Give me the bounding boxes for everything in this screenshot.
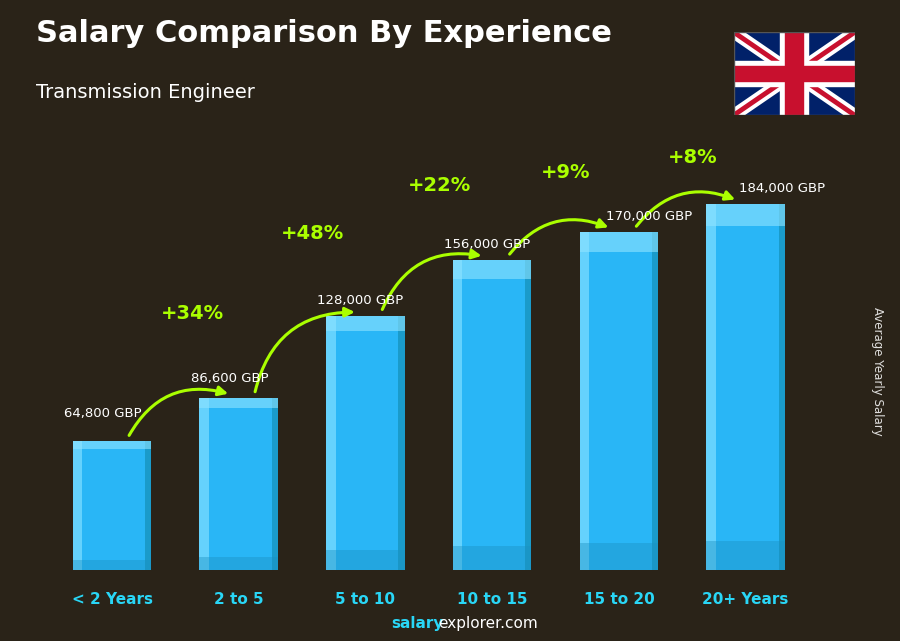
Bar [200,398,278,408]
Bar [326,315,405,570]
Text: 10 to 15: 10 to 15 [457,592,527,608]
Bar [399,315,405,570]
Bar [326,315,336,570]
Bar [326,550,405,570]
Bar [200,398,278,570]
Bar [780,32,808,115]
Bar [778,204,785,570]
Bar [453,545,532,570]
Bar [73,560,151,570]
Bar [706,204,785,570]
Bar [73,442,82,570]
Bar [580,232,590,570]
Text: 170,000 GBP: 170,000 GBP [607,210,692,223]
Text: +8%: +8% [668,148,717,167]
Bar [652,232,658,570]
Text: 5 to 10: 5 to 10 [336,592,395,608]
Text: 156,000 GBP: 156,000 GBP [444,238,530,251]
Bar [580,232,658,253]
Text: < 2 Years: < 2 Years [71,592,152,608]
Bar [580,232,658,570]
Bar [734,62,855,87]
Text: Salary Comparison By Experience: Salary Comparison By Experience [36,19,612,48]
Bar [326,315,405,331]
Text: 20+ Years: 20+ Years [702,592,788,608]
Bar [785,32,804,115]
Bar [200,398,209,570]
Text: Average Yearly Salary: Average Yearly Salary [871,308,884,436]
Text: 86,600 GBP: 86,600 GBP [191,372,268,385]
Bar [706,204,785,226]
Bar [453,260,532,570]
Text: 128,000 GBP: 128,000 GBP [318,294,403,306]
Bar [272,398,278,570]
Bar [73,442,151,570]
Bar [453,260,532,279]
Text: +34%: +34% [160,304,223,323]
Text: +48%: +48% [281,224,344,243]
Text: 2 to 5: 2 to 5 [214,592,264,608]
Text: 15 to 20: 15 to 20 [583,592,654,608]
Bar [200,556,278,570]
Text: Transmission Engineer: Transmission Engineer [36,83,255,103]
Bar [580,544,658,570]
Text: explorer.com: explorer.com [438,617,538,631]
Bar [526,260,532,570]
Bar [734,67,855,81]
Text: salary: salary [392,617,444,631]
Text: +9%: +9% [541,163,590,182]
Bar [145,442,151,570]
Text: 184,000 GBP: 184,000 GBP [739,182,825,195]
Bar [706,541,785,570]
Text: +22%: +22% [408,176,471,196]
Bar [73,442,151,449]
Text: 64,800 GBP: 64,800 GBP [64,406,141,419]
Bar [453,260,463,570]
Bar [706,204,716,570]
